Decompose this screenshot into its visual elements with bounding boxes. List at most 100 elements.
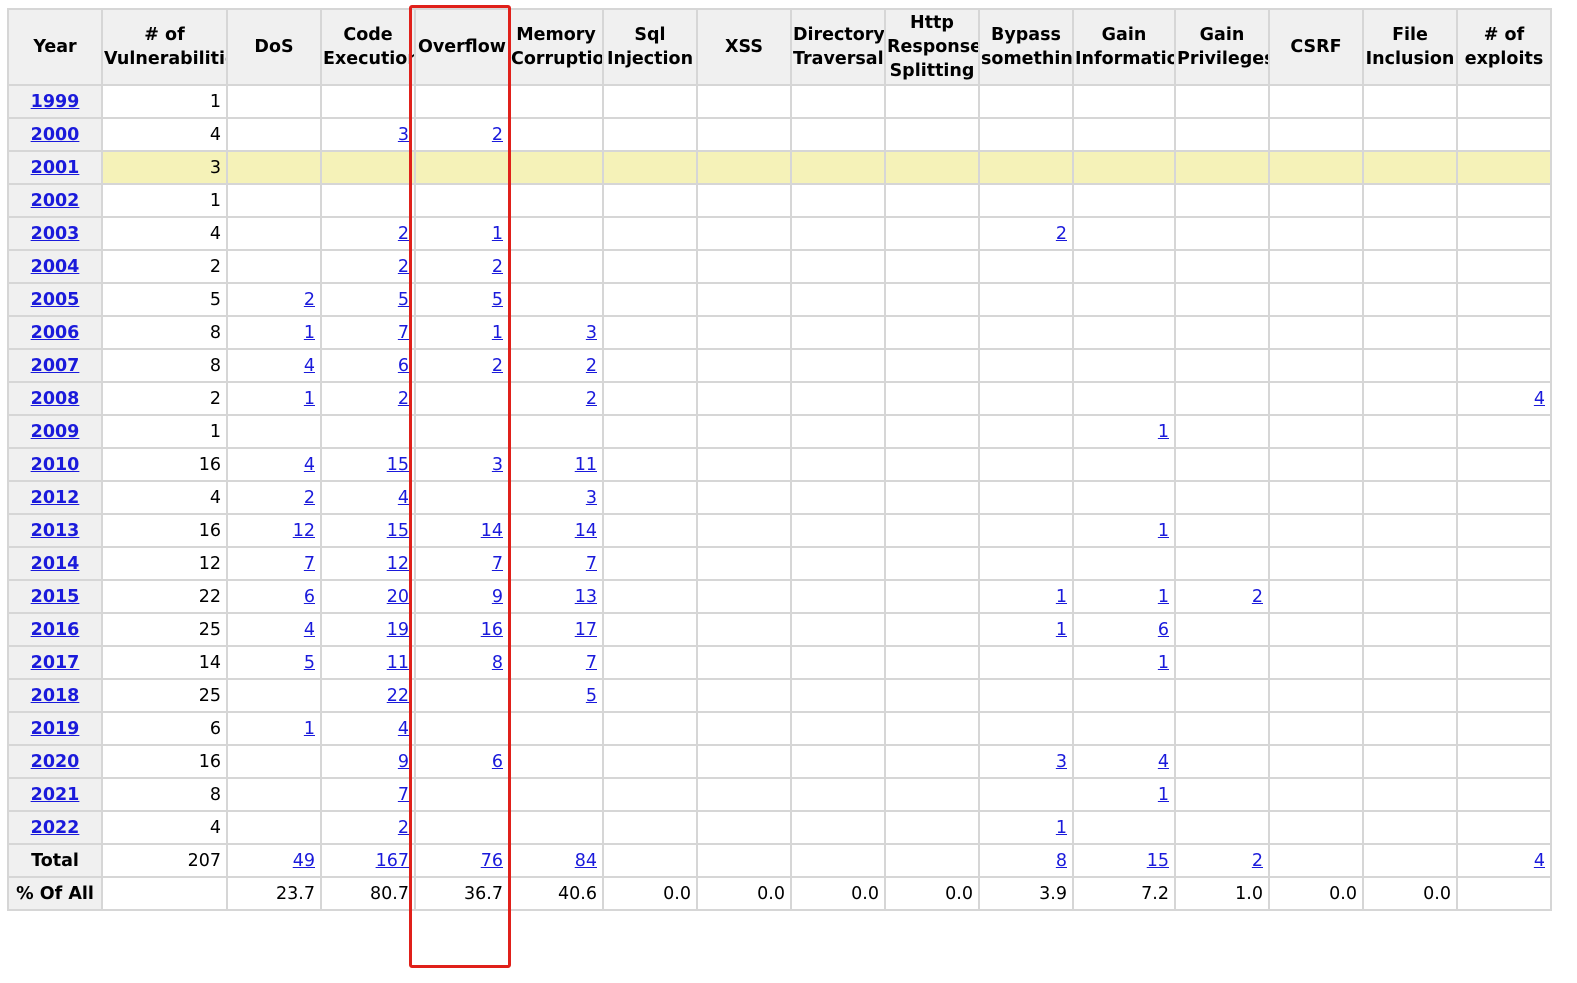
count-link[interactable]: 4: [1157, 751, 1169, 772]
year-link[interactable]: 2010: [30, 454, 80, 475]
count-link[interactable]: 9: [397, 751, 409, 772]
count-link[interactable]: 1: [303, 322, 315, 343]
count-link[interactable]: 5: [397, 289, 409, 310]
year-link[interactable]: 2015: [30, 586, 80, 607]
year-link[interactable]: 2019: [30, 718, 80, 739]
count-link[interactable]: 2: [303, 487, 315, 508]
year-link[interactable]: 2005: [30, 289, 80, 310]
year-link[interactable]: 2000: [30, 124, 80, 145]
year-link[interactable]: 2014: [30, 553, 80, 574]
count-link[interactable]: 4: [303, 355, 315, 376]
count-link[interactable]: 14: [480, 520, 503, 541]
count-link[interactable]: 7: [491, 553, 503, 574]
count-link[interactable]: 6: [491, 751, 503, 772]
year-link[interactable]: 2002: [30, 190, 80, 211]
count-link[interactable]: 7: [397, 784, 409, 805]
year-link[interactable]: 2004: [30, 256, 80, 277]
year-link[interactable]: 2009: [30, 421, 80, 442]
count-link[interactable]: 3: [585, 322, 597, 343]
count-link[interactable]: 15: [386, 520, 409, 541]
count-link[interactable]: 3: [491, 454, 503, 475]
count-link[interactable]: 15: [386, 454, 409, 475]
count-link[interactable]: 1: [1157, 652, 1169, 673]
count-link[interactable]: 1: [303, 718, 315, 739]
count-link[interactable]: 2: [491, 124, 503, 145]
year-link[interactable]: 2001: [30, 157, 80, 178]
count-link[interactable]: 7: [585, 553, 597, 574]
count-link[interactable]: 2: [303, 289, 315, 310]
count-link[interactable]: 7: [303, 553, 315, 574]
count-link[interactable]: 1: [1157, 520, 1169, 541]
count-link[interactable]: 6: [397, 355, 409, 376]
count-link[interactable]: 6: [1157, 619, 1169, 640]
year-link[interactable]: 2020: [30, 751, 80, 772]
count-link[interactable]: 7: [397, 322, 409, 343]
count-link[interactable]: 4: [397, 718, 409, 739]
count-link[interactable]: 1: [1157, 586, 1169, 607]
year-link[interactable]: 2016: [30, 619, 80, 640]
year-link[interactable]: 1999: [30, 91, 80, 112]
count-link[interactable]: 8: [491, 652, 503, 673]
year-link[interactable]: 2022: [30, 817, 80, 838]
count-link[interactable]: 12: [386, 553, 409, 574]
count-link[interactable]: 19: [386, 619, 409, 640]
count-link[interactable]: 1: [491, 223, 503, 244]
count-link[interactable]: 12: [292, 520, 315, 541]
count-link[interactable]: 2: [491, 355, 503, 376]
count-link[interactable]: 6: [303, 586, 315, 607]
count-link[interactable]: 2: [1251, 850, 1263, 871]
count-link[interactable]: 5: [303, 652, 315, 673]
count-link[interactable]: 1: [491, 322, 503, 343]
count-link[interactable]: 8: [1055, 850, 1067, 871]
count-link[interactable]: 1: [1055, 619, 1067, 640]
count-link[interactable]: 4: [303, 454, 315, 475]
count-link[interactable]: 3: [585, 487, 597, 508]
count-link[interactable]: 4: [1533, 388, 1545, 409]
count-link[interactable]: 4: [303, 619, 315, 640]
count-link[interactable]: 20: [386, 586, 409, 607]
count-link[interactable]: 2: [397, 388, 409, 409]
count-link[interactable]: 1: [1157, 784, 1169, 805]
count-link[interactable]: 11: [574, 454, 597, 475]
count-link[interactable]: 4: [1533, 850, 1545, 871]
count-link[interactable]: 17: [574, 619, 597, 640]
count-link[interactable]: 7: [585, 652, 597, 673]
count-link[interactable]: 5: [491, 289, 503, 310]
year-link[interactable]: 2006: [30, 322, 80, 343]
count-link[interactable]: 2: [397, 817, 409, 838]
count-link[interactable]: 2: [1251, 586, 1263, 607]
year-link[interactable]: 2013: [30, 520, 80, 541]
count-link[interactable]: 1: [303, 388, 315, 409]
count-link[interactable]: 2: [1055, 223, 1067, 244]
count-link[interactable]: 76: [480, 850, 503, 871]
count-link[interactable]: 3: [1055, 751, 1067, 772]
count-link[interactable]: 5: [585, 685, 597, 706]
count-link[interactable]: 167: [375, 850, 409, 871]
count-link[interactable]: 84: [574, 850, 597, 871]
count-link[interactable]: 9: [491, 586, 503, 607]
count-link[interactable]: 16: [480, 619, 503, 640]
year-link[interactable]: 2003: [30, 223, 80, 244]
year-link[interactable]: 2018: [30, 685, 80, 706]
count-link[interactable]: 2: [585, 355, 597, 376]
count-link[interactable]: 4: [397, 487, 409, 508]
count-link[interactable]: 1: [1055, 817, 1067, 838]
count-link[interactable]: 14: [574, 520, 597, 541]
count-link[interactable]: 15: [1146, 850, 1169, 871]
count-link[interactable]: 13: [574, 586, 597, 607]
year-link[interactable]: 2007: [30, 355, 80, 376]
year-link[interactable]: 2012: [30, 487, 80, 508]
count-link[interactable]: 1: [1055, 586, 1067, 607]
year-link[interactable]: 2008: [30, 388, 80, 409]
count-link[interactable]: 49: [292, 850, 315, 871]
count-link[interactable]: 2: [585, 388, 597, 409]
year-link[interactable]: 2017: [30, 652, 80, 673]
count-link[interactable]: 3: [397, 124, 409, 145]
count-link[interactable]: 2: [397, 223, 409, 244]
count-link[interactable]: 1: [1157, 421, 1169, 442]
count-link[interactable]: 11: [386, 652, 409, 673]
count-link[interactable]: 2: [397, 256, 409, 277]
count-link[interactable]: 2: [491, 256, 503, 277]
count-link[interactable]: 22: [386, 685, 409, 706]
year-link[interactable]: 2021: [30, 784, 80, 805]
